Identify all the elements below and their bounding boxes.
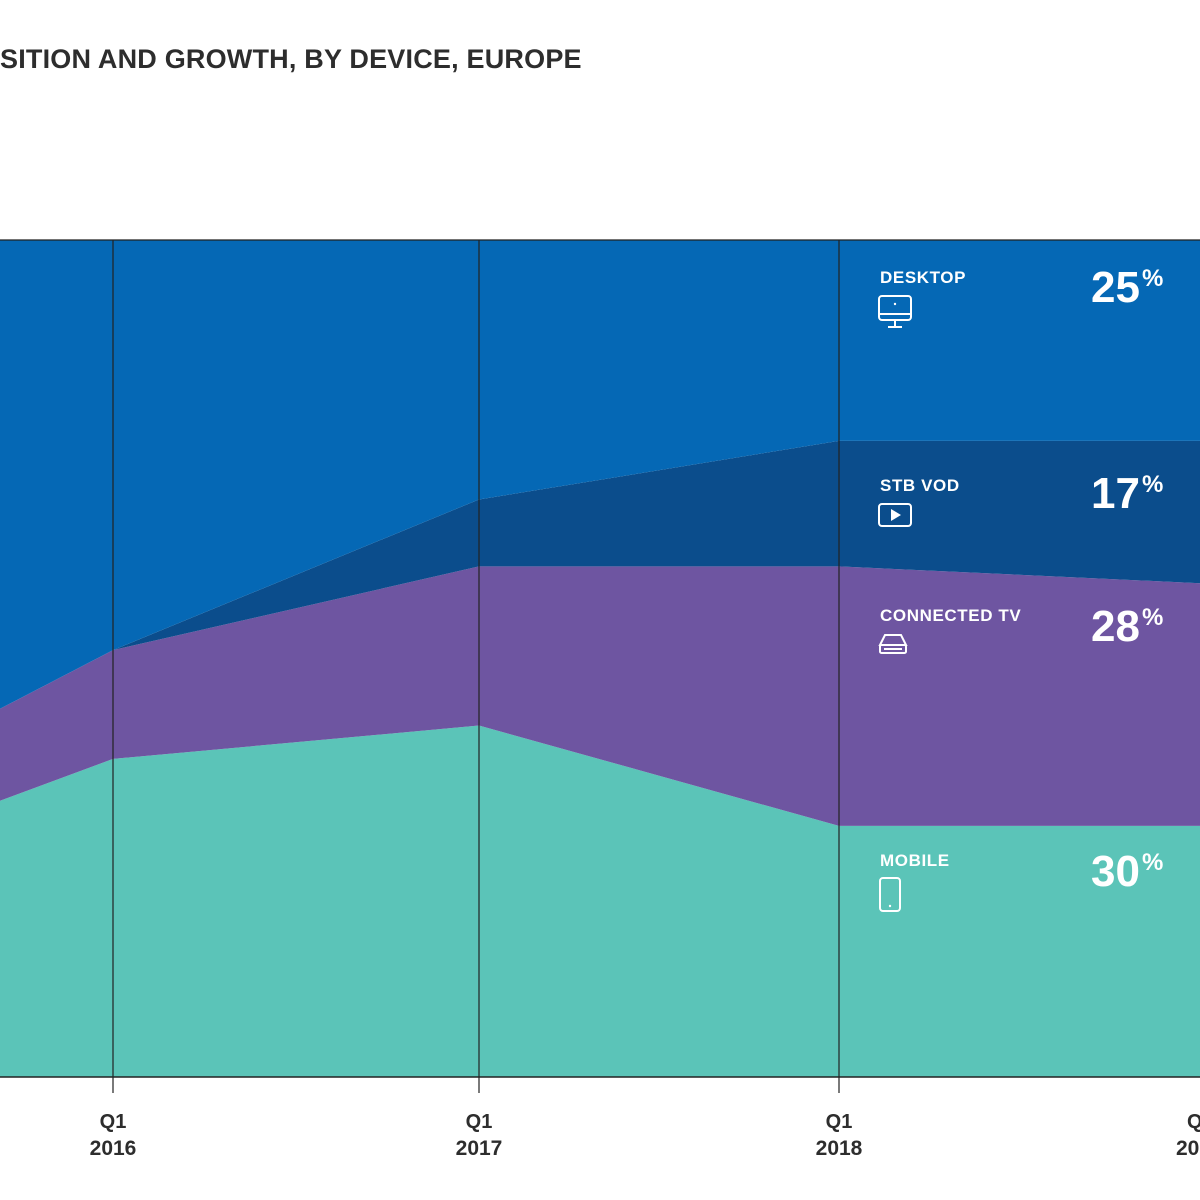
percent-sign: %: [1142, 849, 1163, 876]
series-name: MOBILE: [880, 851, 950, 870]
play-button-icon: [878, 503, 912, 527]
area-layers: [0, 240, 1200, 1077]
series-label-mobile: MOBILE 30%: [879, 847, 1163, 912]
percent-sign: %: [1142, 265, 1163, 292]
mobile-phone-icon: [879, 877, 901, 912]
x-tick-quarter: Q1: [826, 1111, 853, 1133]
series-percent: 30: [1091, 847, 1140, 896]
percent-sign: %: [1142, 604, 1163, 631]
area-desktop: [0, 240, 1200, 709]
vertical-gridlines: [112, 240, 840, 1093]
x-tick-year: 20: [1176, 1137, 1199, 1160]
series-name: STB VOD: [880, 476, 960, 495]
set-top-box-icon: [878, 634, 908, 654]
x-tick-year: 2016: [90, 1137, 137, 1160]
chart-title: SITION AND GROWTH, BY DEVICE, EUROPE: [0, 44, 582, 74]
percent-sign: %: [1142, 471, 1163, 498]
x-tick-quarter: Q1: [466, 1111, 493, 1133]
x-tick-year: 2017: [456, 1137, 503, 1160]
x-axis-ticks: Q1 2016 Q1 2017 Q1 2018 Q 20: [90, 1111, 1200, 1160]
series-name: DESKTOP: [880, 268, 966, 287]
area-stb-vod: [0, 440, 1200, 709]
desktop-monitor-icon: [878, 295, 912, 328]
x-tick-quarter: Q1: [100, 1111, 127, 1133]
x-tick-year: 2018: [816, 1137, 863, 1160]
series-percent: 25: [1091, 263, 1140, 312]
series-label-stb-vod: STB VOD 17%: [878, 469, 1163, 527]
series-percent: 28: [1091, 602, 1140, 651]
area-mobile: [0, 725, 1200, 1077]
area-connected-tv: [0, 566, 1200, 826]
x-tick-quarter: Q: [1187, 1111, 1200, 1133]
series-labels: MOBILE 30 %CONNECTED TV 28 %STB VOD 17 %DESKTO…: [878, 263, 1163, 912]
series-name: CONNECTED TV: [880, 606, 1021, 625]
series-label-desktop: DESKTOP 25%: [878, 263, 1163, 328]
series-percent: 17: [1091, 469, 1140, 518]
series-label-connected-tv: CONNECTED TV 28%: [878, 602, 1163, 654]
